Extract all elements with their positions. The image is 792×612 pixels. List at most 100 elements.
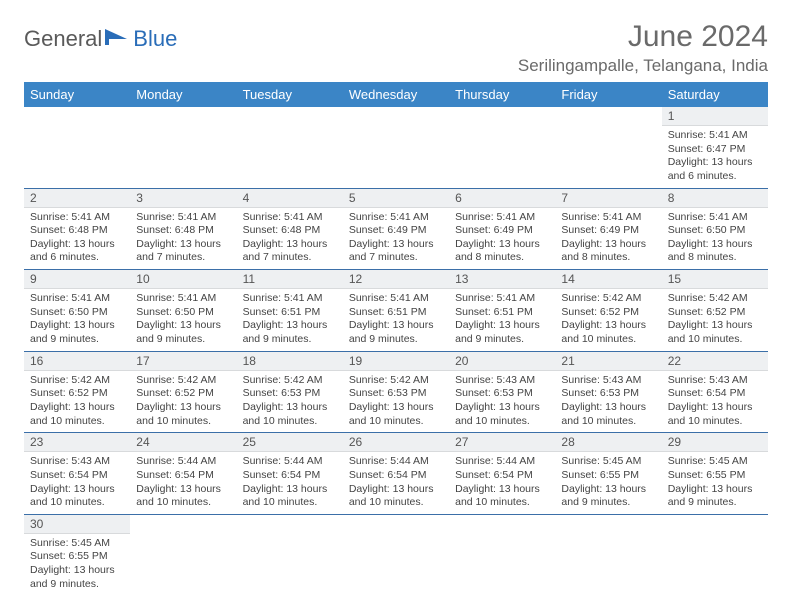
sunrise-line: Sunrise: 5:41 AM bbox=[136, 292, 230, 306]
calendar-day: 14Sunrise: 5:42 AMSunset: 6:52 PMDayligh… bbox=[555, 270, 661, 352]
day-details: Sunrise: 5:42 AMSunset: 6:52 PMDaylight:… bbox=[555, 289, 661, 351]
title-block: June 2024 Serilingampalle, Telangana, In… bbox=[518, 20, 768, 76]
sunrise-line: Sunrise: 5:43 AM bbox=[30, 455, 124, 469]
calendar-empty bbox=[343, 107, 449, 188]
day-number: 19 bbox=[343, 352, 449, 371]
calendar-day: 5Sunrise: 5:41 AMSunset: 6:49 PMDaylight… bbox=[343, 188, 449, 270]
day-number: 3 bbox=[130, 189, 236, 208]
sunset-line: Sunset: 6:50 PM bbox=[668, 224, 762, 238]
daylight-line: Daylight: 13 hours and 10 minutes. bbox=[561, 401, 655, 428]
calendar-day: 16Sunrise: 5:42 AMSunset: 6:52 PMDayligh… bbox=[24, 351, 130, 433]
daylight-line: Daylight: 13 hours and 10 minutes. bbox=[455, 401, 549, 428]
day-number: 11 bbox=[237, 270, 343, 289]
day-details: Sunrise: 5:42 AMSunset: 6:52 PMDaylight:… bbox=[130, 371, 236, 433]
calendar-day: 9Sunrise: 5:41 AMSunset: 6:50 PMDaylight… bbox=[24, 270, 130, 352]
daylight-line: Daylight: 13 hours and 10 minutes. bbox=[349, 483, 443, 510]
day-details: Sunrise: 5:41 AMSunset: 6:51 PMDaylight:… bbox=[343, 289, 449, 351]
calendar-day: 6Sunrise: 5:41 AMSunset: 6:49 PMDaylight… bbox=[449, 188, 555, 270]
calendar-day: 2Sunrise: 5:41 AMSunset: 6:48 PMDaylight… bbox=[24, 188, 130, 270]
calendar-day: 13Sunrise: 5:41 AMSunset: 6:51 PMDayligh… bbox=[449, 270, 555, 352]
calendar-day: 22Sunrise: 5:43 AMSunset: 6:54 PMDayligh… bbox=[662, 351, 768, 433]
sunrise-line: Sunrise: 5:41 AM bbox=[136, 211, 230, 225]
sunset-line: Sunset: 6:51 PM bbox=[349, 306, 443, 320]
calendar-day: 10Sunrise: 5:41 AMSunset: 6:50 PMDayligh… bbox=[130, 270, 236, 352]
sunrise-line: Sunrise: 5:44 AM bbox=[455, 455, 549, 469]
sunset-line: Sunset: 6:53 PM bbox=[455, 387, 549, 401]
day-number: 5 bbox=[343, 189, 449, 208]
calendar-day: 28Sunrise: 5:45 AMSunset: 6:55 PMDayligh… bbox=[555, 433, 661, 515]
brand-logo: General Blue bbox=[24, 20, 177, 52]
sunrise-line: Sunrise: 5:42 AM bbox=[30, 374, 124, 388]
day-details: Sunrise: 5:45 AMSunset: 6:55 PMDaylight:… bbox=[24, 534, 130, 596]
flag-icon bbox=[105, 27, 131, 52]
calendar-day: 30Sunrise: 5:45 AMSunset: 6:55 PMDayligh… bbox=[24, 514, 130, 595]
day-details: Sunrise: 5:41 AMSunset: 6:49 PMDaylight:… bbox=[449, 208, 555, 270]
day-number: 10 bbox=[130, 270, 236, 289]
calendar-day: 19Sunrise: 5:42 AMSunset: 6:53 PMDayligh… bbox=[343, 351, 449, 433]
sunset-line: Sunset: 6:47 PM bbox=[668, 143, 762, 157]
sunset-line: Sunset: 6:51 PM bbox=[455, 306, 549, 320]
calendar-empty bbox=[237, 514, 343, 595]
day-details: Sunrise: 5:44 AMSunset: 6:54 PMDaylight:… bbox=[343, 452, 449, 514]
daylight-line: Daylight: 13 hours and 7 minutes. bbox=[136, 238, 230, 265]
calendar-empty bbox=[555, 514, 661, 595]
day-details: Sunrise: 5:41 AMSunset: 6:48 PMDaylight:… bbox=[237, 208, 343, 270]
daylight-line: Daylight: 13 hours and 10 minutes. bbox=[30, 401, 124, 428]
sunset-line: Sunset: 6:54 PM bbox=[243, 469, 337, 483]
sunrise-line: Sunrise: 5:41 AM bbox=[561, 211, 655, 225]
sunrise-line: Sunrise: 5:43 AM bbox=[455, 374, 549, 388]
day-number: 30 bbox=[24, 515, 130, 534]
sunset-line: Sunset: 6:49 PM bbox=[561, 224, 655, 238]
calendar-day: 24Sunrise: 5:44 AMSunset: 6:54 PMDayligh… bbox=[130, 433, 236, 515]
sunrise-line: Sunrise: 5:41 AM bbox=[349, 292, 443, 306]
calendar-week: 9Sunrise: 5:41 AMSunset: 6:50 PMDaylight… bbox=[24, 270, 768, 352]
day-details: Sunrise: 5:44 AMSunset: 6:54 PMDaylight:… bbox=[130, 452, 236, 514]
calendar-day: 26Sunrise: 5:44 AMSunset: 6:54 PMDayligh… bbox=[343, 433, 449, 515]
day-details: Sunrise: 5:44 AMSunset: 6:54 PMDaylight:… bbox=[449, 452, 555, 514]
calendar-day: 4Sunrise: 5:41 AMSunset: 6:48 PMDaylight… bbox=[237, 188, 343, 270]
day-number: 1 bbox=[662, 107, 768, 126]
daylight-line: Daylight: 13 hours and 10 minutes. bbox=[668, 319, 762, 346]
day-number: 18 bbox=[237, 352, 343, 371]
sunrise-line: Sunrise: 5:43 AM bbox=[561, 374, 655, 388]
daylight-line: Daylight: 13 hours and 9 minutes. bbox=[243, 319, 337, 346]
sunset-line: Sunset: 6:54 PM bbox=[455, 469, 549, 483]
daylight-line: Daylight: 13 hours and 10 minutes. bbox=[349, 401, 443, 428]
location: Serilingampalle, Telangana, India bbox=[518, 56, 768, 76]
daylight-line: Daylight: 13 hours and 9 minutes. bbox=[349, 319, 443, 346]
day-details: Sunrise: 5:45 AMSunset: 6:55 PMDaylight:… bbox=[662, 452, 768, 514]
sunset-line: Sunset: 6:54 PM bbox=[136, 469, 230, 483]
calendar-page: General Blue June 2024 Serilingampalle, … bbox=[0, 0, 792, 605]
sunset-line: Sunset: 6:48 PM bbox=[243, 224, 337, 238]
daylight-line: Daylight: 13 hours and 6 minutes. bbox=[668, 156, 762, 183]
day-number: 9 bbox=[24, 270, 130, 289]
day-details: Sunrise: 5:41 AMSunset: 6:49 PMDaylight:… bbox=[343, 208, 449, 270]
calendar-week: 16Sunrise: 5:42 AMSunset: 6:52 PMDayligh… bbox=[24, 351, 768, 433]
day-details: Sunrise: 5:41 AMSunset: 6:48 PMDaylight:… bbox=[130, 208, 236, 270]
day-details: Sunrise: 5:43 AMSunset: 6:54 PMDaylight:… bbox=[24, 452, 130, 514]
calendar-day: 20Sunrise: 5:43 AMSunset: 6:53 PMDayligh… bbox=[449, 351, 555, 433]
day-details: Sunrise: 5:41 AMSunset: 6:48 PMDaylight:… bbox=[24, 208, 130, 270]
sunset-line: Sunset: 6:51 PM bbox=[243, 306, 337, 320]
calendar-empty bbox=[449, 514, 555, 595]
calendar-empty bbox=[662, 514, 768, 595]
day-number: 15 bbox=[662, 270, 768, 289]
sunrise-line: Sunrise: 5:44 AM bbox=[136, 455, 230, 469]
calendar-day: 18Sunrise: 5:42 AMSunset: 6:53 PMDayligh… bbox=[237, 351, 343, 433]
daylight-line: Daylight: 13 hours and 9 minutes. bbox=[668, 483, 762, 510]
day-details: Sunrise: 5:44 AMSunset: 6:54 PMDaylight:… bbox=[237, 452, 343, 514]
sunset-line: Sunset: 6:53 PM bbox=[243, 387, 337, 401]
weekday-header: Wednesday bbox=[343, 82, 449, 107]
day-number: 12 bbox=[343, 270, 449, 289]
sunrise-line: Sunrise: 5:41 AM bbox=[668, 211, 762, 225]
weekday-header: Saturday bbox=[662, 82, 768, 107]
sunset-line: Sunset: 6:48 PM bbox=[30, 224, 124, 238]
sunrise-line: Sunrise: 5:44 AM bbox=[243, 455, 337, 469]
brand-word2: Blue bbox=[133, 26, 177, 52]
day-details: Sunrise: 5:41 AMSunset: 6:51 PMDaylight:… bbox=[237, 289, 343, 351]
daylight-line: Daylight: 13 hours and 6 minutes. bbox=[30, 238, 124, 265]
day-number: 22 bbox=[662, 352, 768, 371]
sunrise-line: Sunrise: 5:42 AM bbox=[561, 292, 655, 306]
sunset-line: Sunset: 6:50 PM bbox=[136, 306, 230, 320]
sunset-line: Sunset: 6:54 PM bbox=[668, 387, 762, 401]
